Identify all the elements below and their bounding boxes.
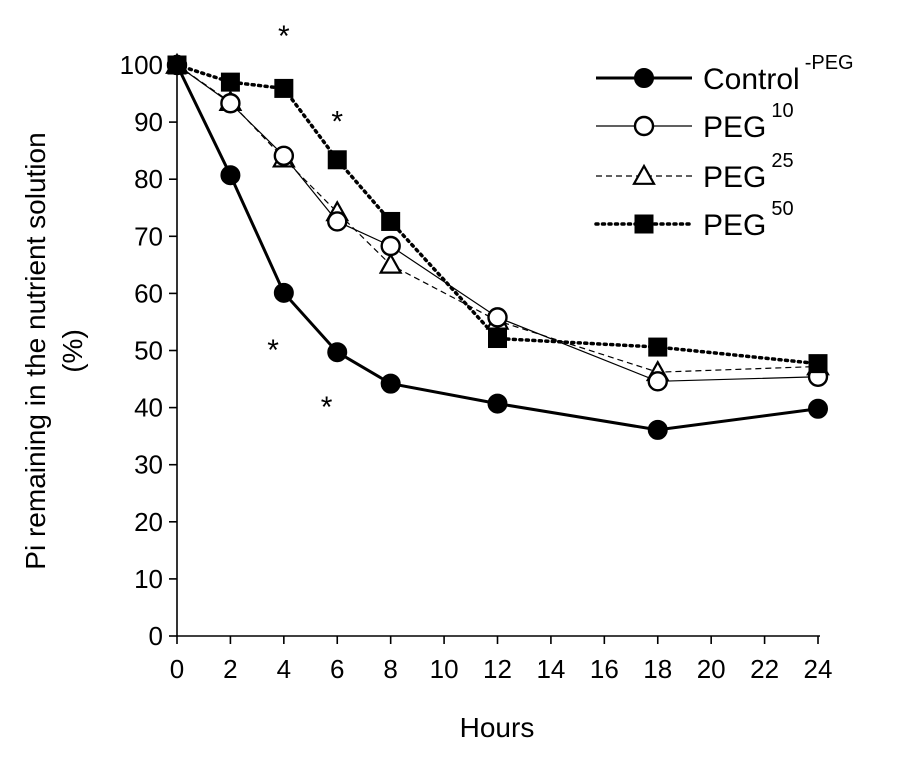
- series-0: [167, 55, 828, 440]
- y-tick-label: 50: [134, 336, 163, 366]
- data-point: [647, 371, 668, 392]
- series-layer: [165, 52, 830, 440]
- data-point: [808, 354, 828, 374]
- y-tick-label: 20: [134, 507, 163, 537]
- legend-marker: [634, 68, 654, 88]
- legend-item: PEG 50: [594, 198, 794, 242]
- series-line: [176, 64, 819, 382]
- data-point: [380, 235, 401, 257]
- data-point: [487, 307, 508, 328]
- data-point: [220, 93, 241, 114]
- x-tick-label: 6: [330, 654, 344, 684]
- data-point: [647, 419, 668, 440]
- data-point: [327, 150, 347, 170]
- data-point: [273, 145, 295, 166]
- legend-label: PEG: [703, 161, 766, 194]
- data-point: [220, 165, 241, 186]
- x-tick-label: 24: [804, 654, 833, 684]
- legend-item: Control -PEG: [596, 52, 854, 96]
- legend-marker: [634, 214, 654, 234]
- y-tick-label: 70: [134, 221, 163, 251]
- data-point: [273, 282, 294, 303]
- series-line: [175, 64, 819, 432]
- legend-item: PEG 10: [596, 100, 794, 144]
- legend-superscript: 50: [771, 198, 793, 220]
- significance-star: *: [267, 334, 279, 367]
- y-axis-title-line2: (%): [57, 329, 88, 373]
- x-tick-label: 16: [590, 654, 619, 684]
- data-point: [378, 252, 403, 274]
- data-point: [488, 329, 507, 349]
- data-point: [274, 78, 294, 98]
- x-tick-label: 4: [277, 654, 291, 684]
- legend-item: PEG 25: [596, 150, 794, 194]
- x-tick-label: 10: [430, 654, 459, 684]
- axes: 0 2 4 6 8 10 12 14 16 18 20 22 240102030405060708090…: [120, 50, 833, 684]
- legend-marker: [633, 115, 655, 137]
- y-tick-label: 80: [134, 164, 163, 194]
- data-point: [220, 72, 240, 92]
- x-tick-label: 12: [483, 654, 512, 684]
- annotation-layer: * * * *: [267, 20, 343, 424]
- y-axis-title-line1: Pi remaining in the nutrient solution: [20, 132, 51, 569]
- y-tick-label: 90: [134, 107, 163, 137]
- x-axis-title: Hours: [460, 712, 535, 743]
- x-tick-label: 20: [697, 654, 726, 684]
- y-tick-label: 100: [120, 50, 163, 80]
- y-tick-label: 60: [134, 278, 163, 308]
- legend-superscript: 10: [771, 100, 793, 122]
- data-point: [487, 393, 508, 414]
- data-point: [327, 211, 348, 232]
- x-tick-label: 14: [536, 654, 565, 684]
- significance-star: *: [321, 391, 333, 424]
- data-point: [648, 337, 668, 357]
- x-tick-label: 18: [643, 654, 672, 684]
- data-point: [808, 398, 828, 419]
- significance-star: *: [331, 106, 343, 139]
- data-point: [327, 342, 348, 363]
- y-tick-label: 0: [149, 621, 163, 651]
- y-tick-label: 30: [134, 450, 163, 480]
- legend-marker: [632, 163, 656, 185]
- significance-star: *: [278, 20, 290, 53]
- legend-label: Control: [703, 63, 800, 96]
- legend-superscript: -PEG: [805, 52, 854, 74]
- data-point: [380, 373, 401, 394]
- series-3: [167, 55, 828, 374]
- x-tick-label: 2: [223, 654, 237, 684]
- legend-superscript: 25: [771, 150, 793, 172]
- y-tick-label: 40: [134, 393, 163, 423]
- x-tick-label: 8: [383, 654, 397, 684]
- x-tick-label: 22: [750, 654, 779, 684]
- x-tick-label: 0: [170, 654, 184, 684]
- legend-label: PEG: [703, 209, 766, 242]
- data-point: [167, 55, 187, 75]
- data-point: [381, 211, 401, 231]
- y-tick-label: 10: [134, 564, 163, 594]
- series-line: [176, 64, 819, 373]
- legend-label: PEG: [703, 111, 766, 144]
